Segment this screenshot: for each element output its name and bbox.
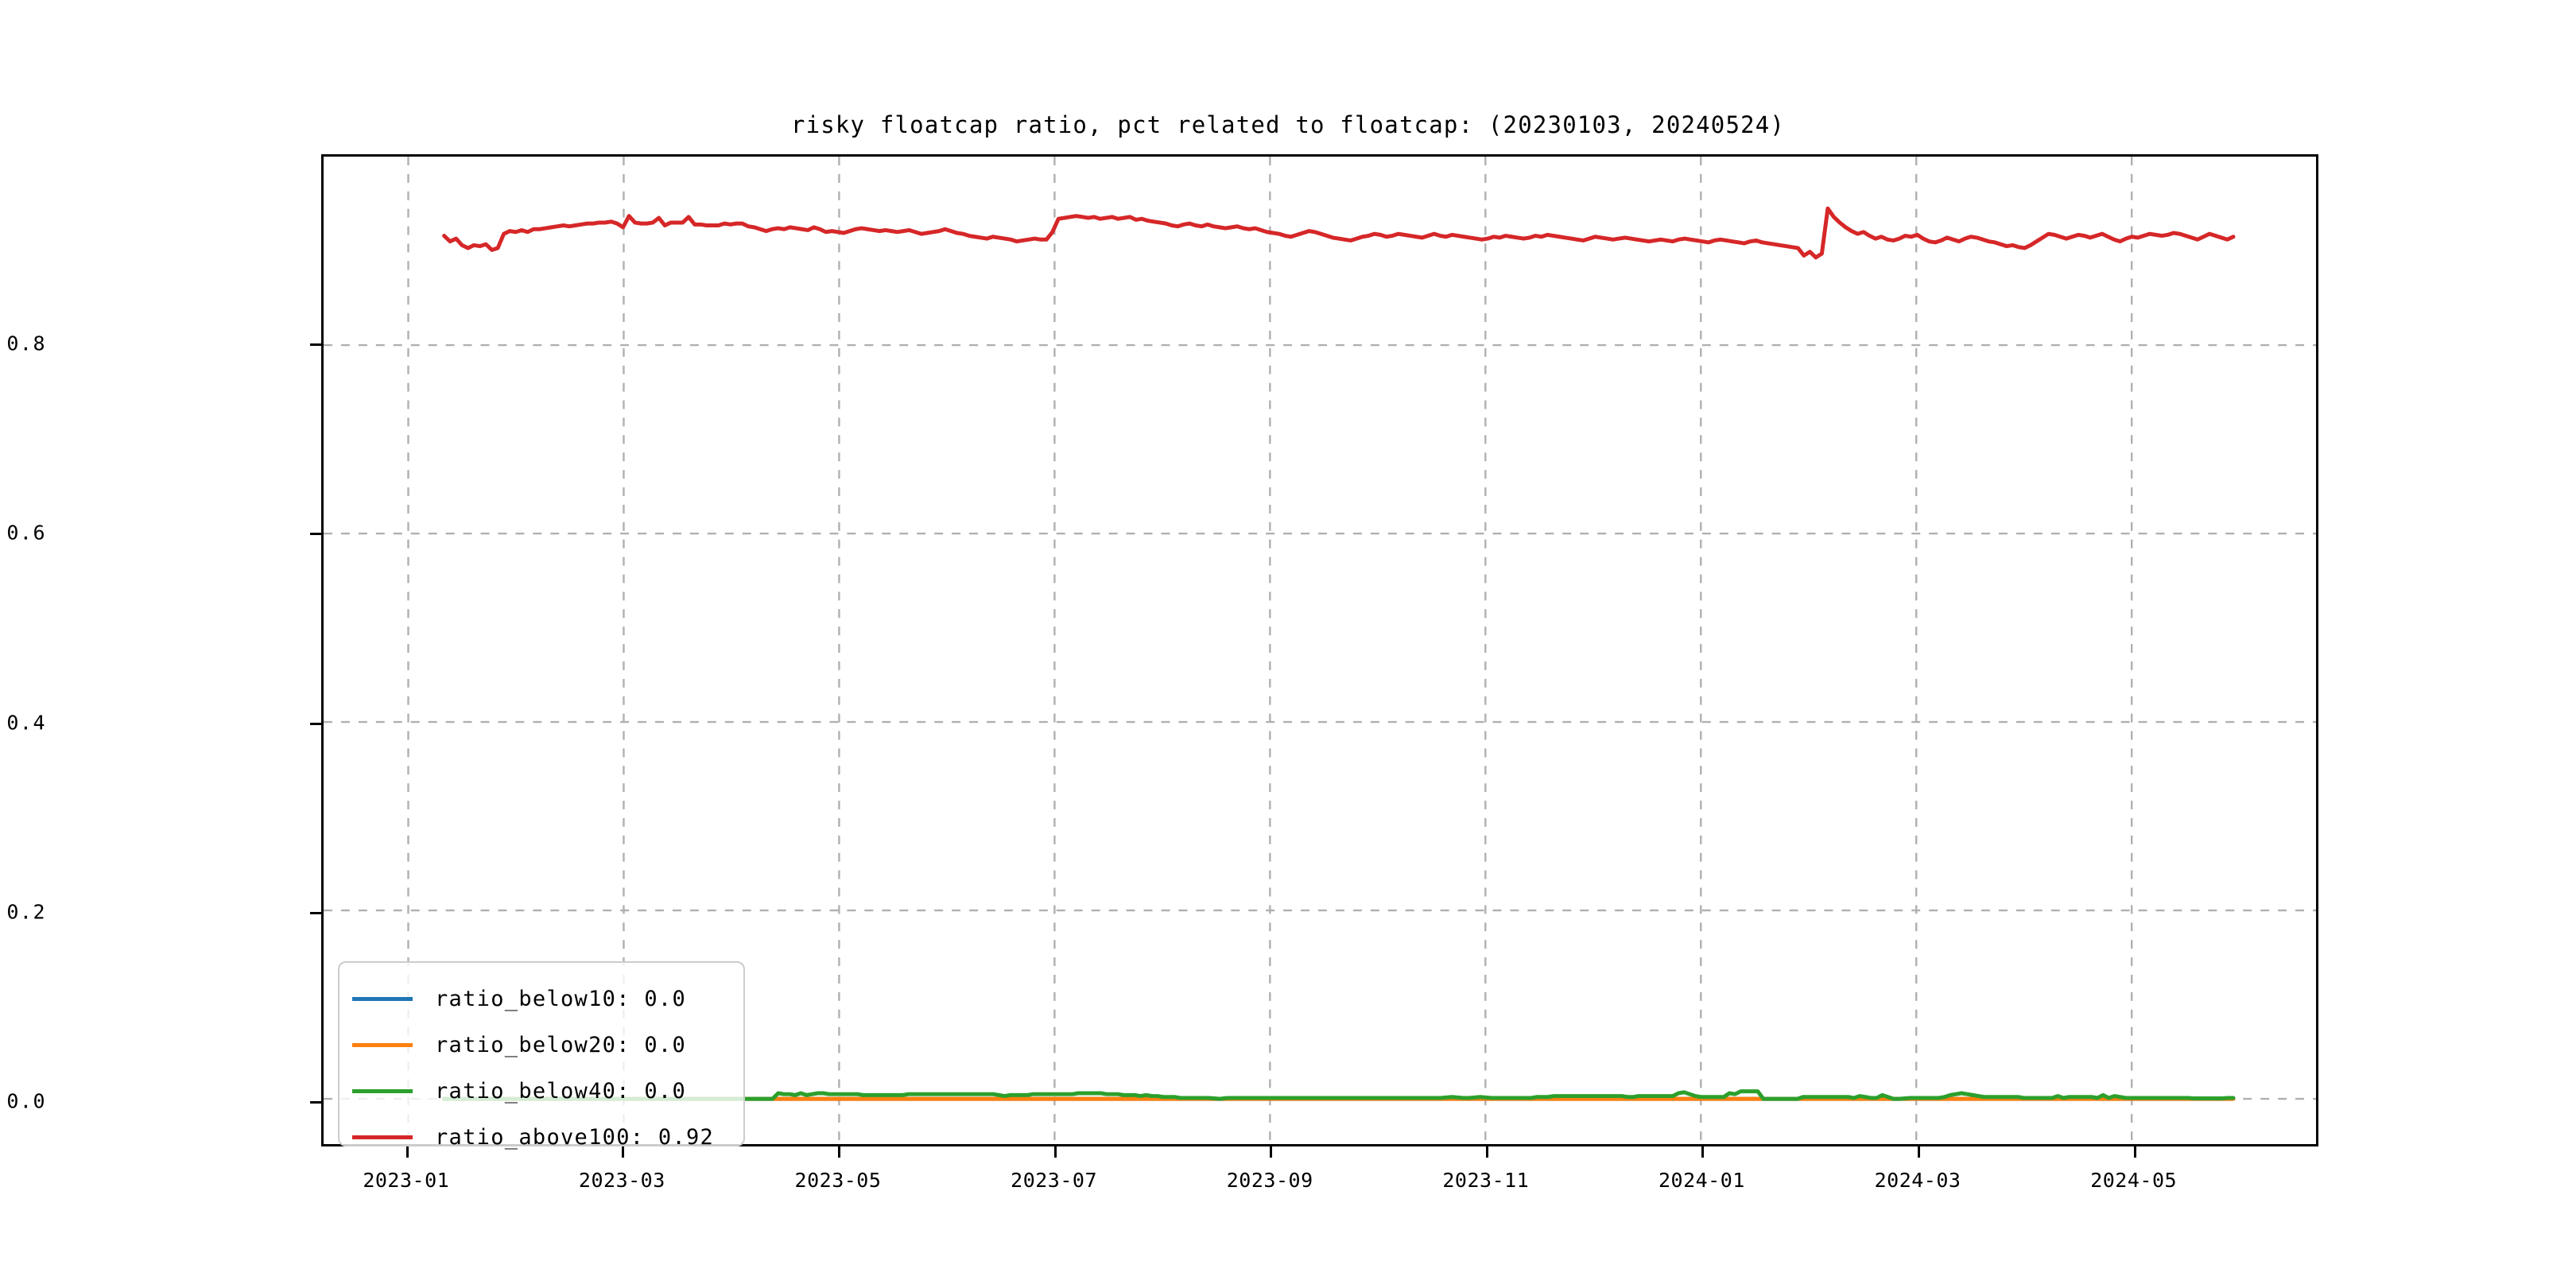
legend[interactable]: ratio_below10: 0.0 ratio_below20: 0.0 rati… — [338, 961, 745, 1150]
x-tick-mark — [1918, 1146, 1921, 1158]
x-tick-label: 2023-05 — [794, 1169, 882, 1192]
y-tick-mark — [310, 533, 321, 536]
y-tick-label: 0.8 — [6, 332, 46, 355]
legend-color-swatch — [352, 996, 413, 1001]
x-tick-label: 2023-09 — [1226, 1169, 1313, 1192]
x-tick-mark — [1485, 1146, 1488, 1158]
legend-item-label: ratio_below10: 0.0 — [435, 986, 686, 1011]
x-tick-label: 2024-05 — [2090, 1169, 2178, 1192]
legend-item-ratio_below40[interactable]: ratio_below40: 0.0 — [352, 1068, 686, 1114]
series-line-ratio_above100 — [442, 206, 2236, 260]
y-tick-label: 0.2 — [6, 900, 46, 924]
legend-item-ratio_below10[interactable]: ratio_below10: 0.0 — [352, 976, 686, 1022]
legend-item-label: ratio_above100: 0.92 — [435, 1124, 715, 1150]
x-tick-mark — [622, 1146, 625, 1158]
x-tick-label: 2023-11 — [1442, 1169, 1530, 1192]
x-tick-label: 2023-07 — [1011, 1169, 1098, 1192]
legend-item-label: ratio_below40: 0.0 — [435, 1078, 686, 1104]
x-tick-label: 2024-03 — [1874, 1169, 1961, 1192]
x-tick-mark — [1701, 1146, 1705, 1158]
legend-color-swatch — [352, 1042, 413, 1047]
legend-color-swatch — [352, 1135, 413, 1139]
x-tick-mark — [2133, 1146, 2136, 1158]
page-title: risky floatcap ratio, pct related to flo… — [790, 111, 1786, 138]
y-tick-label: 0.4 — [6, 711, 46, 734]
y-tick-label: 0.0 — [6, 1089, 46, 1113]
x-tick-mark — [837, 1146, 840, 1158]
x-tick-mark — [405, 1146, 409, 1158]
x-tick-label: 2024-01 — [1658, 1169, 1745, 1192]
legend-item-ratio_above100[interactable]: ratio_above100: 0.92 — [352, 1114, 714, 1160]
x-tick-mark — [1053, 1146, 1057, 1158]
y-tick-mark — [310, 1100, 321, 1104]
y-tick-label: 0.6 — [6, 521, 46, 545]
legend-color-swatch — [352, 1088, 413, 1093]
legend-item-ratio_below20[interactable]: ratio_below20: 0.0 — [352, 1022, 686, 1068]
x-tick-label: 2023-01 — [363, 1169, 450, 1192]
x-tick-mark — [1270, 1146, 1273, 1158]
y-tick-mark — [310, 722, 321, 725]
y-tick-mark — [310, 911, 321, 914]
y-tick-mark — [310, 343, 321, 347]
x-tick-label: 2023-03 — [578, 1169, 665, 1192]
legend-item-label: ratio_below20: 0.0 — [435, 1032, 686, 1057]
